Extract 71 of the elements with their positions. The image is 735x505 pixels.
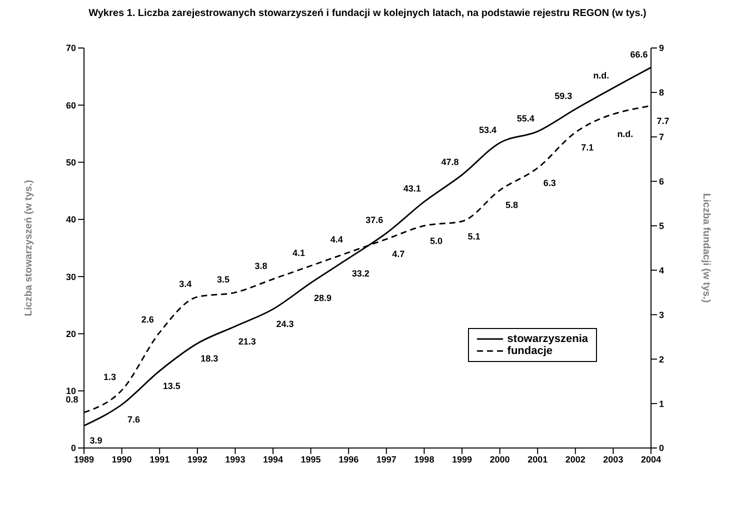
legend-label: stowarzyszenia <box>507 333 588 345</box>
x-tick-label: 2004 <box>640 454 662 464</box>
data-label: 7.1 <box>581 142 594 152</box>
x-tick-label: 1991 <box>150 454 170 464</box>
y2-tick-label: 1 <box>659 398 664 409</box>
y-tick-label: 70 <box>66 43 76 54</box>
x-tick-label: 1997 <box>376 454 396 464</box>
data-label: 7.6 <box>128 414 140 425</box>
x-tick-label: 1998 <box>414 454 434 464</box>
y-tick-label: 20 <box>66 328 76 339</box>
y2-tick-label: 4 <box>659 265 664 276</box>
y2-tick-label: 6 <box>659 176 664 187</box>
text: n.d. <box>617 129 634 140</box>
x-tick-label: 2001 <box>528 454 548 464</box>
y2-tick-label: 5 <box>659 220 664 231</box>
legend-label: fundacje <box>507 345 553 357</box>
data-label: 53.4 <box>479 124 497 135</box>
data-label: 18.3 <box>200 353 218 364</box>
data-label: 5.0 <box>430 236 442 246</box>
y-tick-label: 60 <box>66 100 76 110</box>
data-label: 21.3 <box>238 336 256 346</box>
data-label: 1.3 <box>104 372 116 382</box>
data-label: 7.7 <box>656 116 670 126</box>
y-tick-label: 10 <box>66 386 76 396</box>
data-label: 28.9 <box>314 292 332 303</box>
y2-tick-label: 7 <box>659 132 664 142</box>
y-tick-label: 40 <box>66 214 76 225</box>
data-label: 24.3 <box>276 319 294 330</box>
y2-tick-label: 3 <box>659 310 664 320</box>
y2-axis-title: Liczba fundacji (w tys.) <box>700 193 712 303</box>
data-label: 5.1 <box>468 231 480 242</box>
y-tick-label: 0 <box>70 443 76 454</box>
data-label: 3.8 <box>254 261 268 272</box>
x-tick-label: 1992 <box>187 454 208 464</box>
x-tick-label: 2000 <box>490 454 510 464</box>
x-tick-label: 1994 <box>262 454 284 464</box>
y-tick-label: 50 <box>66 157 76 168</box>
x-tick-label: 2002 <box>565 454 586 464</box>
x-tick-label: 1995 <box>300 454 321 464</box>
data-label: 66.6 <box>630 49 648 60</box>
data-label: 4.1 <box>292 248 306 258</box>
data-label: 55.4 <box>516 113 534 124</box>
data-label: 37.6 <box>366 215 384 226</box>
y-tick-label: 30 <box>66 272 76 282</box>
data-label: 47.8 <box>441 156 459 167</box>
data-label: 33.2 <box>352 268 370 278</box>
data-label: 6.3 <box>543 178 556 188</box>
data-label: 3.9 <box>90 436 102 446</box>
y-axis-title: Liczba stowarzyszeń (w tys.) <box>24 180 35 316</box>
data-label: 2.6 <box>141 314 154 324</box>
y2-tick-label: 8 <box>659 88 664 98</box>
y2-tick-label: 0 <box>659 443 664 454</box>
x-tick-label: 2003 <box>603 454 624 464</box>
chart-title: Wykres 1. Liczba zarejestrowanych stowarzyszeń i fundacji w kolejnych latach, na podstawie rejestru REGON (w tys.) <box>88 8 648 21</box>
x-tick-label: 1999 <box>452 454 472 464</box>
data-label: 4.4 <box>330 234 343 244</box>
data-label: 0.8 <box>66 394 78 404</box>
data-label: 4.7 <box>392 249 405 260</box>
data-label: 3.5 <box>216 274 230 284</box>
data-label: 43.1 <box>403 184 421 194</box>
x-tick-label: 1989 <box>74 454 94 464</box>
text: n.d. <box>593 70 610 80</box>
data-label: 5.8 <box>506 200 518 210</box>
x-tick-label: 1996 <box>338 454 359 464</box>
data-label: 3.4 <box>179 278 192 289</box>
y2-tick-label: 2 <box>659 354 664 364</box>
y2-tick-label: 9 <box>659 43 664 54</box>
data-label: 59.3 <box>554 91 572 102</box>
x-tick-label: 1990 <box>112 454 132 464</box>
data-label: 13.5 <box>162 380 180 391</box>
x-tick-label: 1993 <box>225 454 246 464</box>
